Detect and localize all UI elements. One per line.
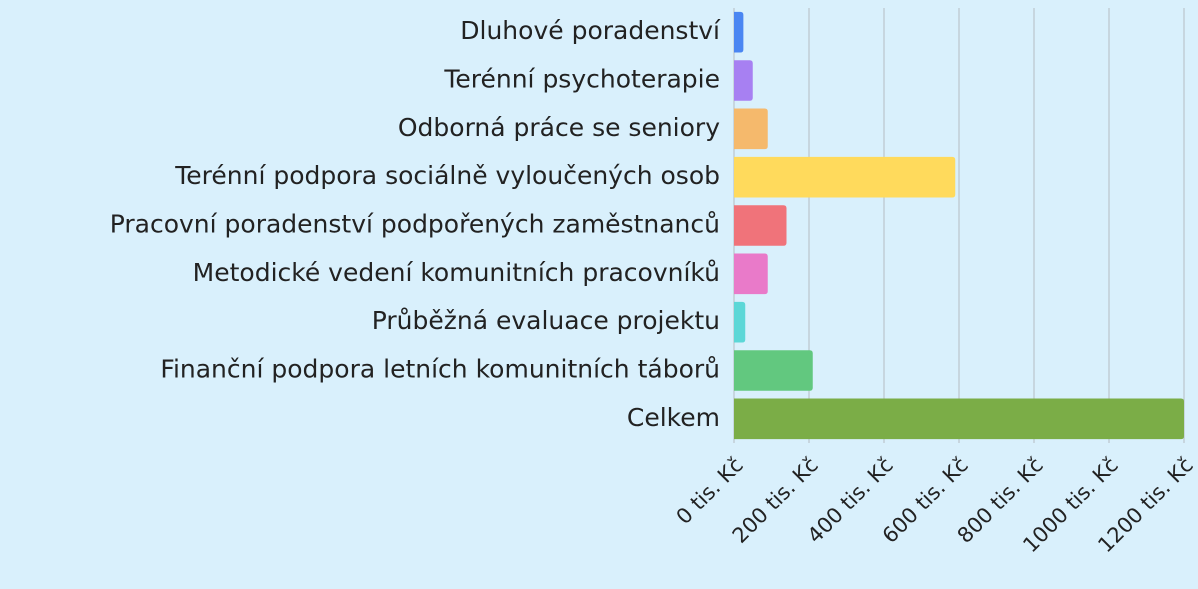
y-tick-label: Pracovní poradenství podpořených zaměstn… — [110, 210, 720, 239]
bar — [734, 156, 956, 198]
y-tick-label: Průběžná evaluace projektu — [372, 306, 720, 335]
y-tick-label: Terénní podpora sociálně vyloučených oso… — [174, 161, 720, 190]
y-tick-label: Dluhové poradenství — [460, 16, 721, 45]
bar — [734, 253, 768, 295]
bar — [734, 11, 744, 53]
y-tick-label: Metodické vedení komunitních pracovníků — [193, 258, 720, 287]
bar — [734, 301, 746, 343]
bar — [734, 108, 768, 150]
y-tick-label: Finanční podpora letních komunitních táb… — [160, 355, 720, 384]
bar — [734, 398, 1184, 440]
bar — [734, 60, 753, 101]
y-tick-label: Celkem — [627, 403, 720, 432]
x-tick-label: 0 tis. Kč — [672, 453, 748, 529]
y-tick-label: Odborná práce se seniory — [398, 113, 720, 142]
y-tick-label: Terénní psychoterapie — [443, 65, 720, 94]
bar — [734, 205, 787, 246]
bar — [734, 350, 813, 391]
